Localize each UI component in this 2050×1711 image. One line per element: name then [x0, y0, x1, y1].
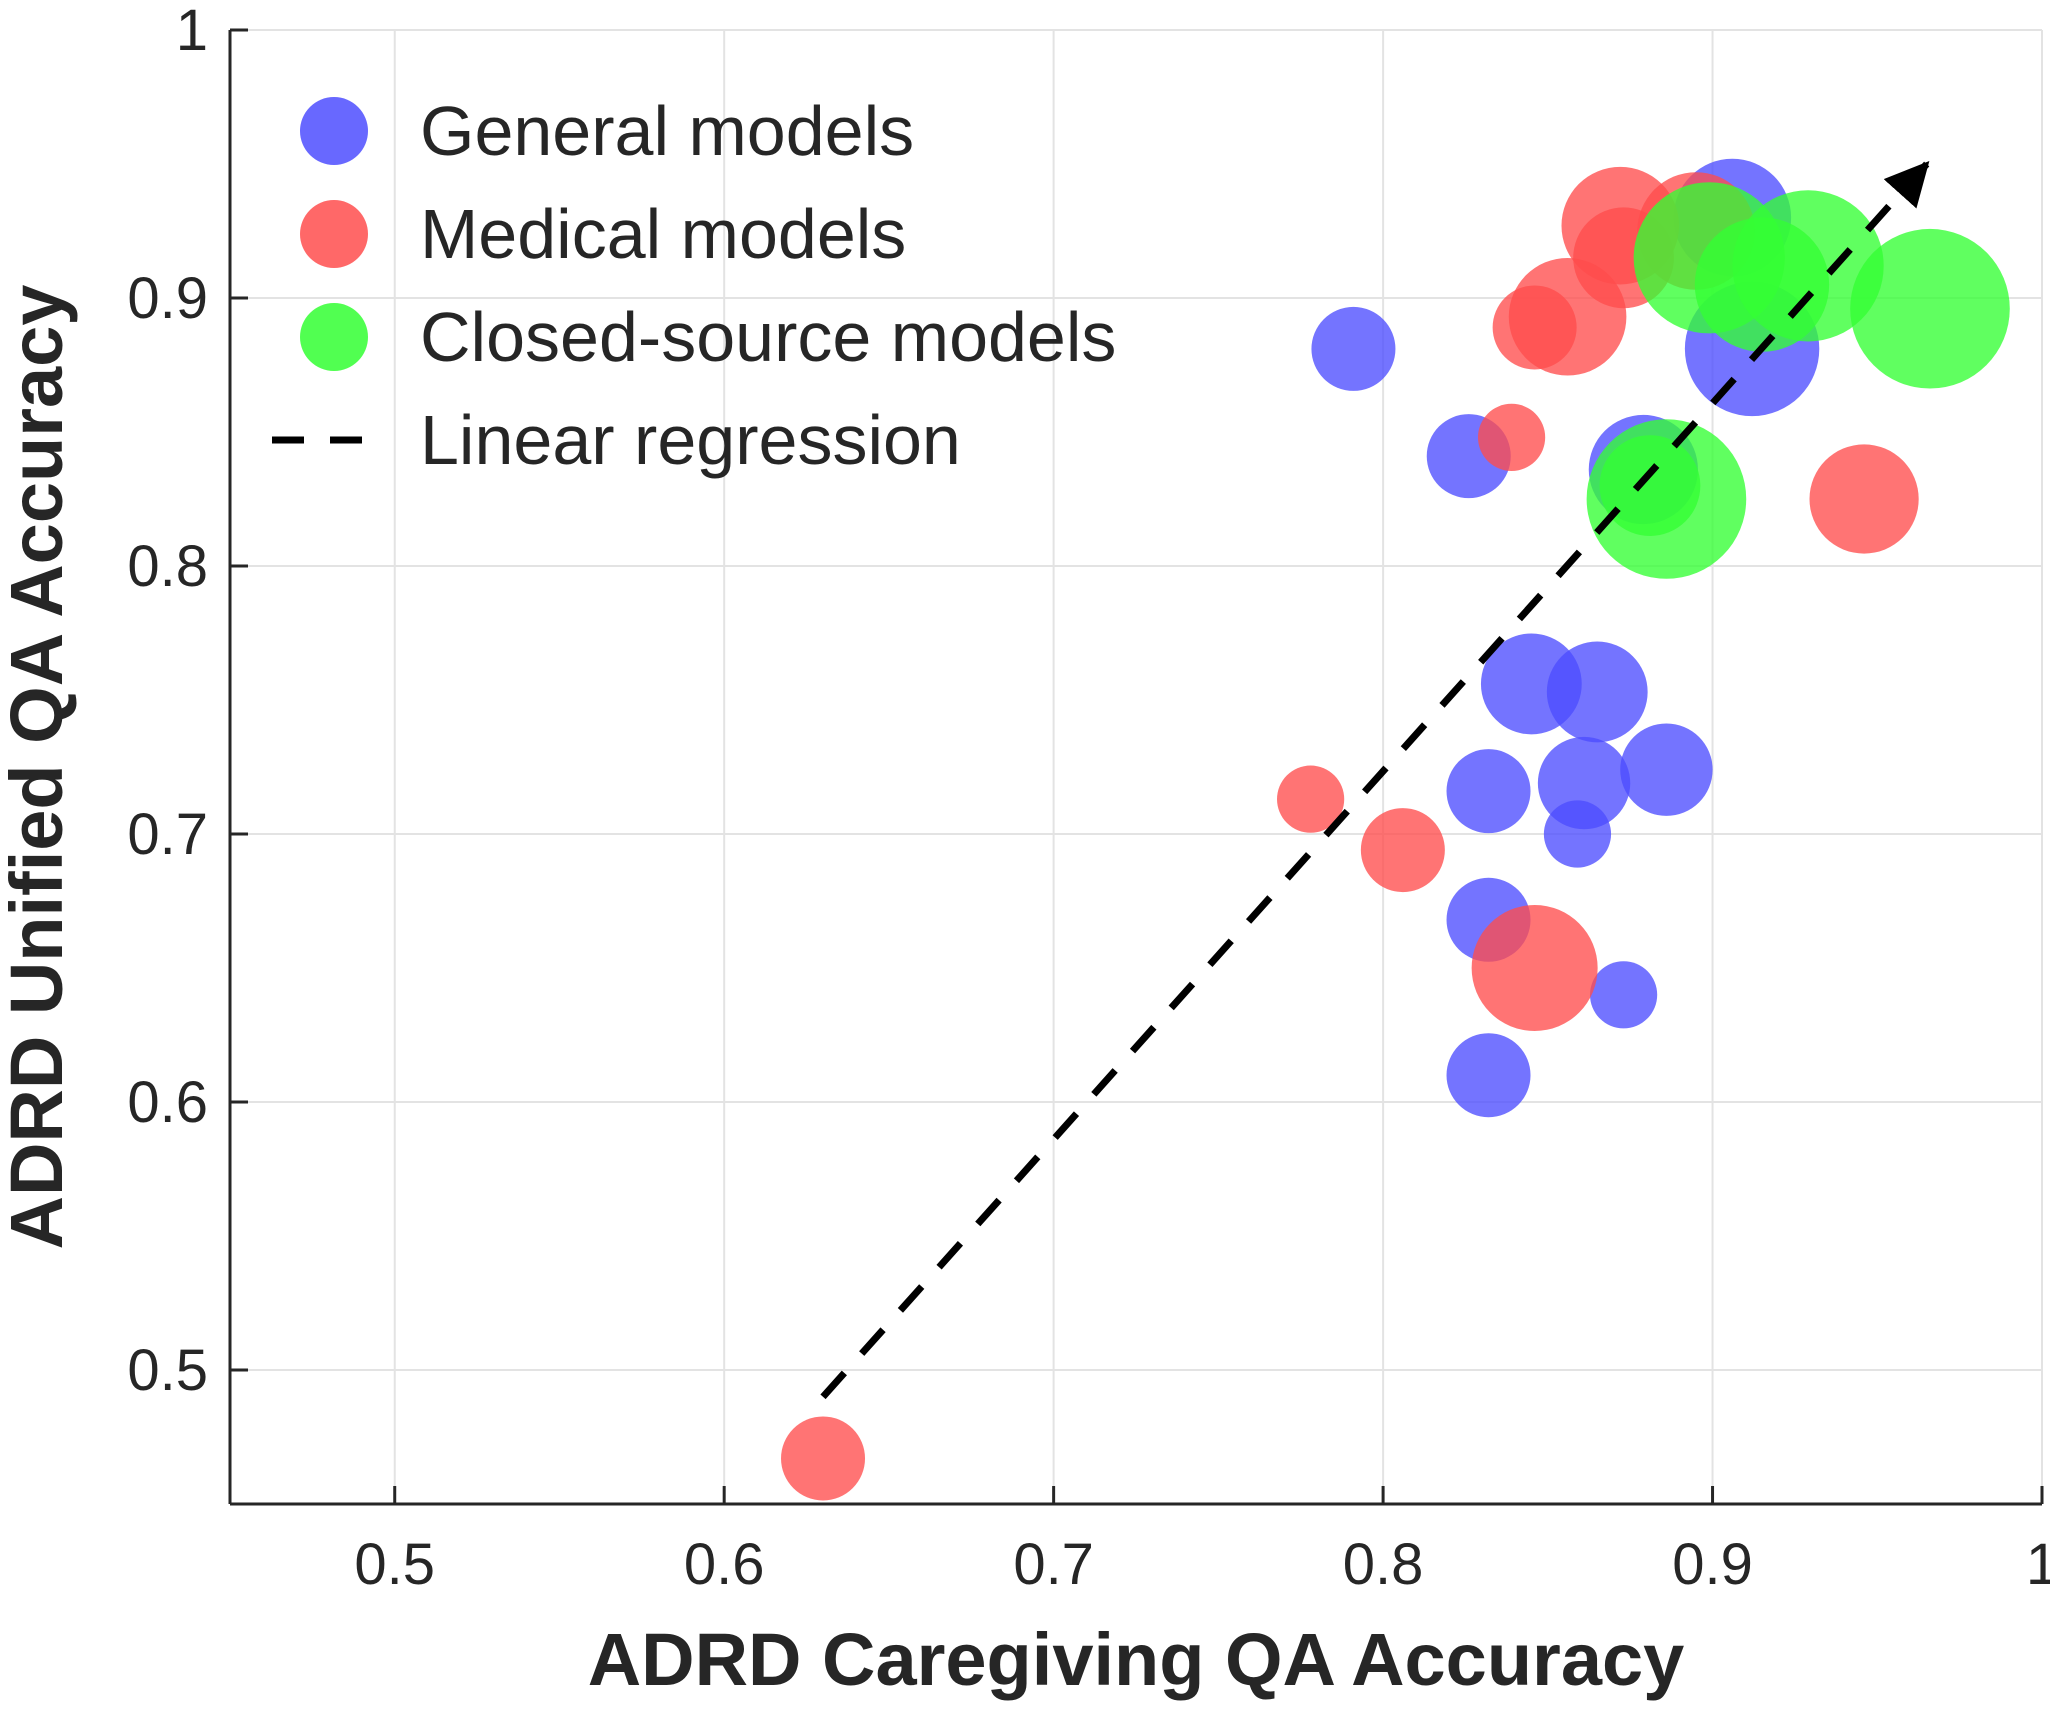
- data-point-medical: [1471, 905, 1598, 1031]
- legend-label-general: General models: [420, 92, 914, 170]
- y-tick-label: 0.8: [127, 534, 208, 599]
- data-point-general: [1446, 1033, 1531, 1118]
- x-tick-label: 0.5: [354, 1532, 435, 1597]
- regression-line-group: [820, 161, 1930, 1400]
- data-point-general: [1589, 961, 1658, 1029]
- grid-lines: [230, 29, 2043, 1504]
- data-point-closed: [1850, 228, 2010, 389]
- x-tick-label: 0.7: [1013, 1532, 1094, 1597]
- legend-marker-closed: [300, 303, 368, 371]
- data-point-general: [1543, 800, 1612, 868]
- legend-label-closed: Closed-source models: [420, 298, 1116, 376]
- data-points: [781, 158, 2010, 1501]
- legend-marker-medical: [300, 200, 368, 268]
- x-tick-label: 1: [2026, 1532, 2050, 1597]
- data-point-general: [1620, 723, 1713, 816]
- data-point-general: [1546, 641, 1648, 743]
- data-point-medical: [1277, 765, 1345, 833]
- tick-labels: 0.5 0.6 0.7 0.8 0.9 1 0.5 0.6 0.7 0.8 0.9 1: [127, 0, 2050, 1597]
- data-point-general: [1311, 306, 1396, 391]
- axes: [228, 28, 2044, 1506]
- data-point-closed: [1732, 190, 1884, 342]
- data-point-medical: [1360, 808, 1445, 893]
- legend-label-regression: Linear regression: [420, 401, 961, 479]
- data-point-medical: [781, 1416, 866, 1501]
- y-tick-label: 0.6: [127, 1070, 208, 1135]
- y-tick-label: 0.5: [127, 1338, 208, 1403]
- x-tick-label: 0.8: [1343, 1532, 1424, 1597]
- y-tick-label: 0.9: [127, 266, 208, 331]
- x-axis-title: ADRD Caregiving QA Accuracy: [588, 1618, 1685, 1701]
- y-axis-title: ADRD Unified QA Accuracy: [0, 285, 78, 1250]
- data-point-medical: [1477, 403, 1546, 471]
- legend: General models Medical models Closed-sou…: [272, 92, 1116, 479]
- y-tick-label: 0.7: [127, 802, 208, 867]
- x-tick-label: 0.9: [1672, 1532, 1753, 1597]
- data-point-closed: [1586, 419, 1747, 579]
- legend-label-medical: Medical models: [420, 195, 906, 273]
- x-tick-label: 0.6: [684, 1532, 765, 1597]
- data-point-medical: [1809, 444, 1919, 554]
- data-point-general: [1446, 749, 1531, 834]
- legend-marker-general: [300, 97, 368, 165]
- y-tick-label: 1: [176, 0, 208, 63]
- regression-line: [820, 161, 1930, 1400]
